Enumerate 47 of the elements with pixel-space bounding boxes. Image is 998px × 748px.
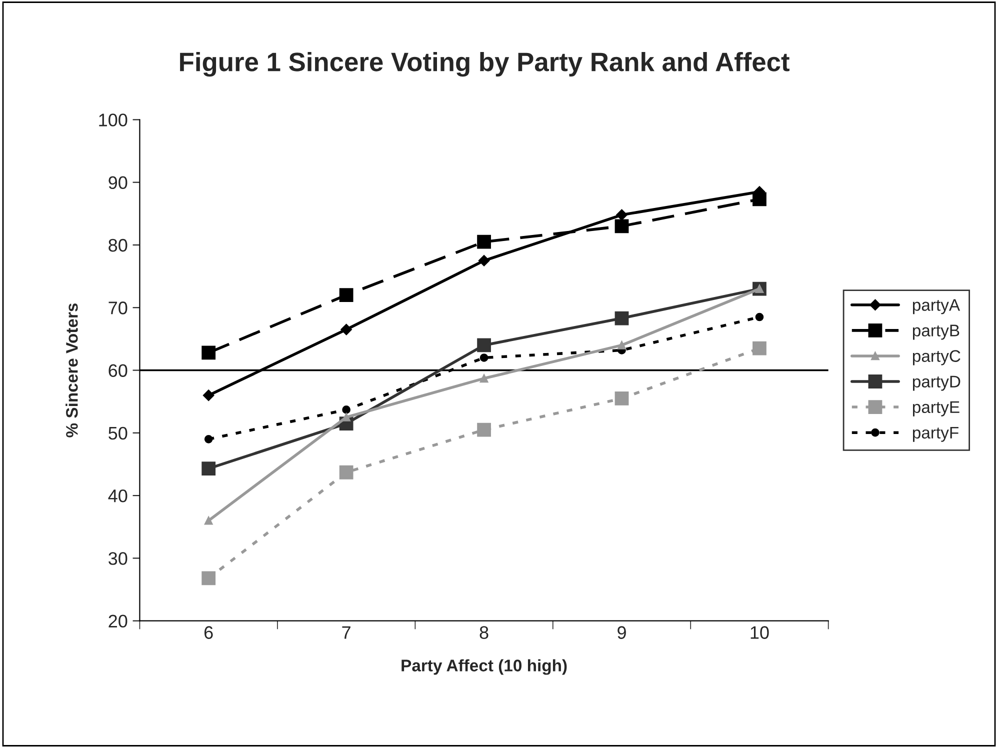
x-axis-title: Party Affect (10 high): [402, 659, 567, 675]
point: [614, 392, 629, 406]
point: [755, 312, 764, 322]
point: [339, 465, 354, 480]
point: [752, 341, 766, 356]
x-tick-label: 7: [342, 626, 350, 639]
y-tick-label: 60: [108, 364, 128, 377]
point: [202, 571, 216, 586]
x-tick-label: 10: [750, 626, 769, 639]
legend-label: partyD: [912, 376, 960, 391]
point: [618, 341, 626, 350]
x-tick-label: 6: [204, 626, 213, 639]
point: [202, 390, 214, 401]
legend-label: partyB: [912, 324, 960, 340]
y-tick-label: 50: [108, 426, 128, 440]
y-tick-label: 30: [108, 552, 128, 565]
point: [204, 516, 213, 525]
y-axis-title: % Sincere Voters: [66, 303, 78, 438]
point: [342, 406, 350, 414]
y-tick-label: 20: [108, 614, 128, 628]
y-tick-label: 40: [108, 489, 128, 502]
point: [480, 374, 488, 383]
legend-label: partyA: [912, 299, 960, 314]
point: [202, 462, 216, 476]
chart-title: Figure 1 Sincere Voting by Party Rank and Affect: [180, 52, 790, 77]
point: [342, 413, 350, 422]
point: [204, 435, 213, 444]
point: [480, 354, 488, 362]
x-tick-label: 8: [480, 626, 488, 639]
legend-label: partyF: [912, 426, 958, 442]
point: [477, 422, 491, 437]
y-tick-label: 90: [108, 176, 128, 190]
point: [202, 346, 216, 360]
legend-label: partyE: [912, 401, 960, 416]
point: [616, 209, 628, 221]
y-tick-label: 80: [108, 238, 128, 252]
y-tick-label: 100: [99, 114, 128, 126]
point: [339, 288, 354, 302]
y-tick-label: 70: [108, 302, 128, 314]
legend-label: partyC: [912, 350, 960, 366]
point: [340, 324, 352, 336]
point: [614, 311, 629, 326]
x-tick-label: 9: [618, 626, 626, 639]
point: [477, 338, 491, 352]
point: [478, 255, 490, 266]
point: [477, 234, 491, 249]
point: [614, 219, 629, 234]
